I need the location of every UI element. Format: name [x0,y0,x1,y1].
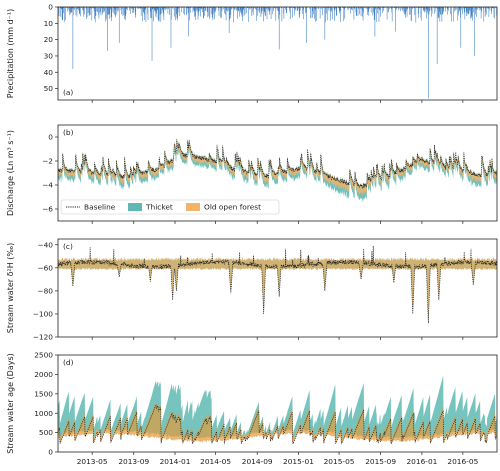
y-axis-label: Discharge (Ln m³ s⁻¹) [6,130,15,216]
old-open-forest-band [58,401,497,445]
x-tick-label: 2016-05 [447,457,478,466]
panel-b-discharge: 0 −2 −4 −6 Discharge (Ln m³ s⁻¹) (b) Baseline T… [6,124,498,224]
y-tick-label: 1000 [34,409,53,418]
y-tick-label: 0 [48,3,53,12]
x-tick-label: 2014-05 [200,457,231,466]
plot-frame [57,238,498,338]
y-tick-label: −6 [42,205,53,214]
y-tick-label: −4 [42,181,53,190]
age-series [58,375,497,446]
y-tick-label: 10 [44,19,54,28]
y-tick-label: 0 [48,133,53,142]
legend-swatch-thicket [128,203,142,211]
legend: Baseline Thicket Old open forest [60,199,280,215]
model-band [58,245,497,324]
panel-label: (a) [63,88,73,97]
x-tick-label: 2015-01 [283,457,314,466]
deuterium-series [58,245,497,324]
y-axis-label: Stream water δ²H (‰) [6,243,15,333]
y-tick-label: −100 [33,310,54,319]
legend-label-2: Old open forest [204,203,261,212]
y-tick-label: 2500 [34,351,53,360]
y-tick-label: −2 [42,157,53,166]
panel-label: (d) [63,358,74,367]
legend-box [60,199,280,215]
plot-frame [57,6,498,101]
old-open-forest-band [58,138,497,196]
y-tick-label: 500 [39,428,53,437]
panel-label: (c) [63,242,73,251]
y-tick-label: 1500 [34,389,53,398]
old-open-forest-lower [58,427,497,445]
baseline-line [58,404,497,446]
panel-label: (b) [63,128,74,137]
baseline-line [58,245,497,324]
y-tick-label: 0 [48,448,53,457]
legend-swatch-old-open-forest [186,203,200,211]
panel-a-precipitation: 0 10 20 30 40 50 Precipitation (mm d⁻¹) (a) [6,3,498,103]
y-tick-label: −120 [33,333,54,342]
panel-c-deuterium: −40 −60 −80 −100 −120 Stream water δ²H (‰) (c) [6,238,498,342]
thicket-band [58,137,497,203]
precipitation-bars [58,7,497,99]
y-tick-label: −80 [37,286,53,295]
y-tick-label: 50 [44,84,54,93]
legend-label-0: Baseline [84,203,116,212]
y-axis-label: Precipitation (mm d⁻¹) [6,9,15,98]
y-tick-label: −60 [37,263,53,272]
y-tick-label: 20 [44,35,54,44]
baseline-line [58,139,497,189]
x-tick-label: 2016-01 [406,457,437,466]
x-tick-label: 2015-09 [365,457,396,466]
plot-frame [57,124,498,222]
y-tick-label: 30 [44,52,54,61]
x-tick-label: 2013-05 [77,457,108,466]
shared-x-axis: 2013-05 2013-09 2014-01 2014-05 2014-09 2015-… [77,457,479,466]
x-tick-label: 2013-09 [118,457,149,466]
x-tick-label: 2014-01 [160,457,191,466]
plot-frame [57,354,498,453]
y-tick-label: −40 [37,240,53,249]
discharge-series [58,137,497,203]
y-tick-label: 2000 [34,370,53,379]
x-tick-label: 2015-05 [324,457,355,466]
y-tick-label: 40 [44,68,54,77]
panel-d-water-age: 0 500 1000 1500 2000 2500 Stream water age (Da… [6,351,498,457]
legend-label-1: Thicket [145,203,173,212]
y-axis-label: Stream water age (Days) [6,353,15,453]
x-tick-label: 2014-09 [242,457,273,466]
